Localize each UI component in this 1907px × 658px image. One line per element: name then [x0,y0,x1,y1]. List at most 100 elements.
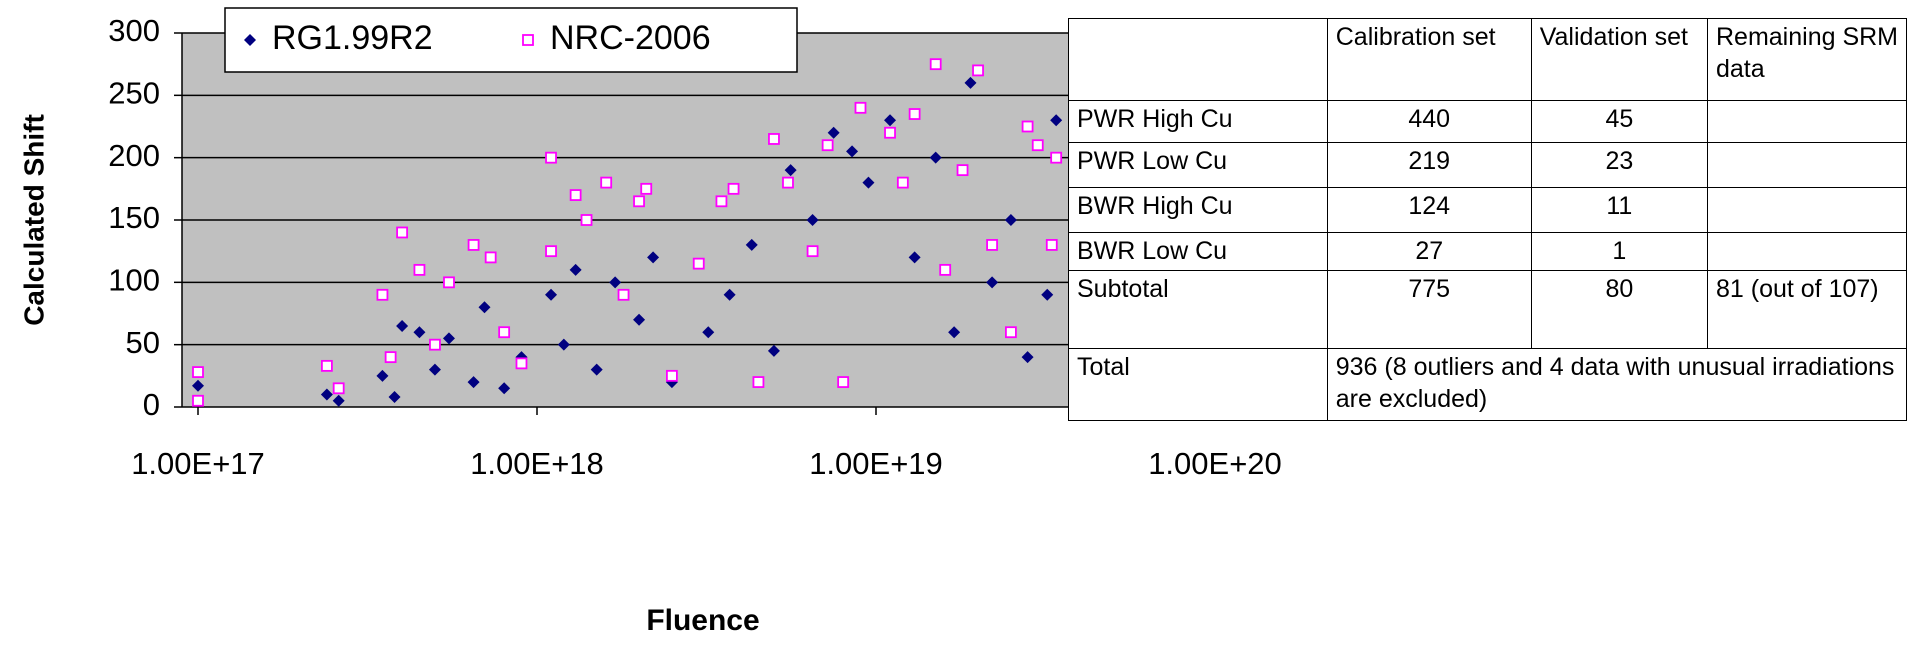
table-row: BWR High Cu 124 11 [1068,187,1907,233]
point [320,359,333,372]
point [192,394,204,407]
total-text: 936 (8 outliers and 4 data with unusual … [1326,348,1907,421]
point [545,288,558,301]
header-cell: Remaining SRM data [1707,18,1907,101]
point [467,239,480,251]
row-label: Total [1068,348,1328,421]
point [192,379,204,392]
point [782,176,794,189]
point [1050,114,1063,127]
cell-empty [1707,142,1907,188]
point [478,301,491,314]
point [986,276,999,289]
point [332,394,345,407]
point [569,263,582,276]
cell-value: 81 (out of 107) [1707,270,1907,349]
point [557,338,570,351]
cell-value: 11 [1530,187,1709,233]
point [827,126,840,139]
point [192,366,204,378]
table-row: PWR Low Cu 219 23 [1068,142,1907,188]
table-row: Subtotal 775 80 81 (out of 107) [1068,270,1907,349]
point [908,251,921,264]
point [609,276,622,289]
x-tick-label: 1.00E+18 [470,446,604,481]
point [666,369,678,382]
cell-empty [1707,100,1907,143]
point [442,332,455,345]
cell-empty [1707,187,1907,233]
legend-label: RG1.99R2 [272,19,433,57]
point [484,251,497,264]
row-label: PWR High Cu [1068,100,1328,143]
y-tick-label: 250 [108,76,160,111]
point [617,288,630,301]
point [939,263,952,276]
point [515,357,528,370]
header-row: Calibration set Validation set Remaining S… [1068,18,1907,101]
point [1050,151,1063,164]
point [376,369,389,382]
point [413,326,426,339]
legend-marker [522,34,534,46]
point [640,182,653,195]
point [862,176,875,189]
header-cell [1068,18,1328,101]
y-tick-label: 50 [126,325,160,360]
y-axis-label: Calculated Shift [18,114,49,326]
point [633,195,645,208]
point [715,195,728,208]
point [884,126,896,139]
table-row: BWR Low Cu 27 1 [1068,232,1907,271]
point [590,363,603,376]
point [396,319,409,332]
point [896,176,909,189]
point [633,313,646,326]
point [767,344,780,357]
point [956,164,969,177]
point [964,76,977,89]
point [1045,239,1058,251]
legend-label: NRC-2006 [550,19,711,57]
x-tick-label: 1.00E+20 [1148,446,1282,481]
cell-value: 440 [1326,100,1532,143]
point [752,376,765,388]
y-tick-label: 300 [108,13,160,48]
total-row: Total 936 (8 outliers and 4 data with unu… [1068,348,1907,421]
table-row: PWR High Cu 440 45 [1068,100,1907,143]
point [929,151,942,164]
cell-value: 80 [1530,270,1709,349]
point [745,238,758,251]
legend-marker [244,34,256,46]
header-cell: Calibration set [1326,18,1532,101]
x-tick-label: 1.00E+17 [131,446,265,481]
point [846,145,859,158]
point [545,151,557,164]
point [837,376,850,388]
point [384,351,397,364]
point [948,326,961,339]
point [727,182,740,195]
point [972,64,984,77]
cell-empty [1707,232,1907,271]
point [723,288,736,301]
point [806,214,819,226]
row-label: Subtotal [1068,270,1328,349]
point [1021,120,1034,133]
point [884,114,897,127]
cell-value: 27 [1326,232,1532,271]
x-tick-label: 1.00E+19 [809,446,943,481]
x-axis-label: Fluence [646,604,759,637]
cell-value: 124 [1326,187,1532,233]
data-table: Calibration set Validation set Remaining S… [1068,18,1907,421]
cell-value: 775 [1326,270,1532,349]
point [854,101,867,114]
y-tick-label: 200 [108,138,160,173]
point [320,388,333,401]
point [429,338,441,351]
legend-box [224,7,798,73]
point [1021,351,1034,364]
point [1041,288,1054,301]
